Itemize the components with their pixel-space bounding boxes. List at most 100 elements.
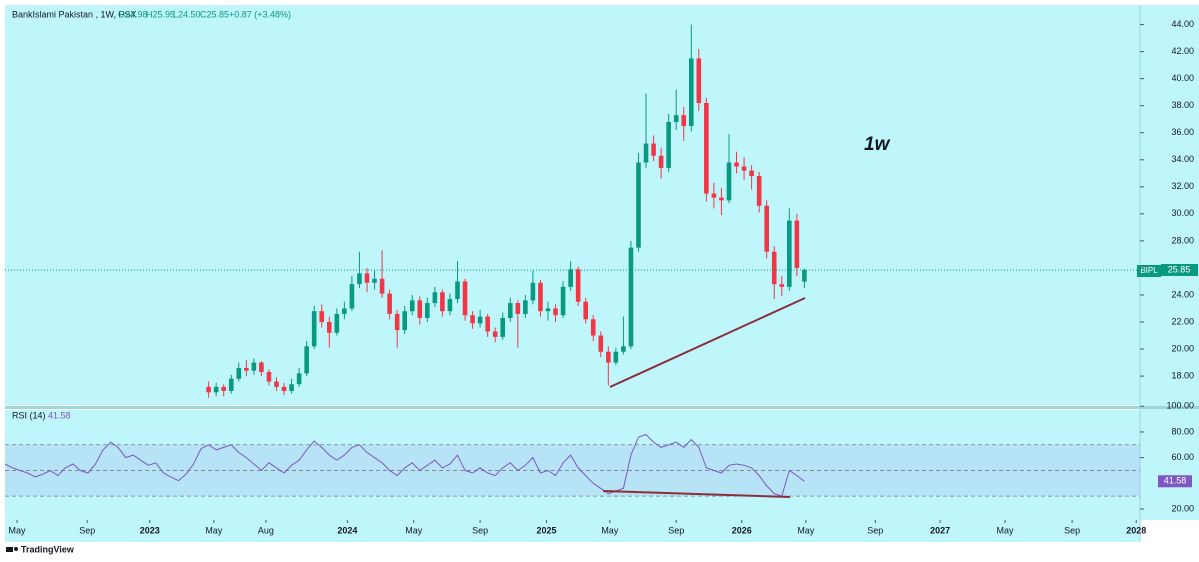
time-tick-label: 2027 bbox=[930, 525, 950, 535]
rsi-tick-label: 60.00 bbox=[1171, 452, 1194, 462]
time-tick-label: May bbox=[996, 525, 1014, 535]
candle-body bbox=[387, 293, 392, 314]
candle-body bbox=[425, 303, 430, 318]
candle-body bbox=[719, 197, 724, 201]
candle-body bbox=[711, 193, 717, 198]
time-tick-label: May bbox=[601, 525, 619, 535]
price-tick-label: 38.00 bbox=[1171, 100, 1194, 110]
price-tick-label: 44.00 bbox=[1171, 19, 1194, 29]
time-tick-label: Sep bbox=[472, 525, 488, 535]
candle-body bbox=[447, 299, 453, 312]
price-plot bbox=[5, 24, 1140, 398]
candle-body bbox=[507, 303, 513, 318]
candle-body bbox=[560, 286, 566, 316]
candle-body bbox=[756, 176, 762, 206]
candle-body bbox=[779, 284, 785, 287]
candle-body bbox=[402, 311, 408, 331]
candle-body bbox=[688, 58, 694, 126]
candle-body bbox=[304, 346, 309, 374]
time-tick-label: Sep bbox=[867, 525, 883, 535]
price-tick-label: 18.00 bbox=[1171, 370, 1194, 380]
rsi-line bbox=[5, 433, 805, 497]
candle-body bbox=[590, 319, 596, 336]
candle-body bbox=[281, 386, 287, 391]
candle-body bbox=[228, 378, 234, 391]
candle-body bbox=[749, 170, 754, 177]
candle-body bbox=[628, 247, 634, 347]
time-tick-label: Sep bbox=[1064, 525, 1080, 535]
candle-body bbox=[477, 316, 483, 324]
candle-body bbox=[613, 351, 619, 363]
ohlc-close: C25.85 bbox=[200, 9, 229, 19]
price-tick-label: 40.00 bbox=[1171, 73, 1194, 83]
candle-body bbox=[236, 367, 242, 379]
time-tick-label: Aug bbox=[258, 525, 274, 535]
rsi-last: 41.58 bbox=[1164, 476, 1187, 486]
time-tick-label: May bbox=[405, 525, 423, 535]
ohlc-high: H25.95 bbox=[146, 9, 175, 19]
time-tick-label: Sep bbox=[79, 525, 95, 535]
candle-body bbox=[311, 311, 317, 347]
ohlc-low: L24.50 bbox=[173, 9, 201, 19]
candle-body bbox=[206, 386, 211, 393]
candle-body bbox=[704, 103, 709, 194]
price-tick-label: 42.00 bbox=[1171, 46, 1194, 56]
candle-body bbox=[538, 282, 543, 312]
candle-body bbox=[432, 292, 438, 304]
candle-body bbox=[470, 315, 475, 324]
time-tick-label: May bbox=[9, 525, 27, 535]
candle-body bbox=[394, 313, 400, 331]
last-price-tag bbox=[1161, 263, 1198, 276]
candle-body bbox=[666, 121, 671, 168]
rsi-pane bbox=[5, 410, 1140, 520]
candle-body bbox=[545, 308, 551, 312]
symbol: BankIslami Pakistan , 1W, PSX bbox=[12, 9, 137, 19]
price-tick-label: 20.00 bbox=[1171, 343, 1194, 353]
brand: TradingView bbox=[21, 544, 75, 554]
brand-logo bbox=[6, 547, 18, 552]
time-tick-label: 2025 bbox=[536, 525, 556, 535]
candle-body bbox=[500, 317, 506, 337]
price-tick-label: 30.00 bbox=[1171, 208, 1194, 218]
candle-body bbox=[326, 321, 332, 333]
price-pane bbox=[5, 5, 1140, 405]
candle-body bbox=[673, 115, 679, 122]
rsi-tick-label: 80.00 bbox=[1171, 426, 1194, 436]
candle-body bbox=[515, 303, 521, 314]
candle-body bbox=[296, 373, 302, 385]
candle-body bbox=[523, 300, 528, 314]
candle-body bbox=[462, 281, 468, 316]
candle-body bbox=[244, 367, 249, 371]
rsi-value: 41.58 bbox=[48, 410, 71, 420]
price-tick-label: 32.00 bbox=[1171, 181, 1194, 191]
candle-body bbox=[794, 220, 800, 268]
price-axis bbox=[1140, 5, 1199, 520]
time-tick-label: May bbox=[205, 525, 223, 535]
candle-body bbox=[658, 155, 664, 168]
candle-body bbox=[583, 301, 588, 320]
candle-body bbox=[221, 386, 227, 391]
candle-body bbox=[251, 362, 257, 371]
candle-body bbox=[606, 351, 611, 363]
candle-body bbox=[364, 273, 370, 283]
candle-body bbox=[379, 278, 385, 294]
price-tick-label: 36.00 bbox=[1171, 127, 1194, 137]
time-tick-label: 2028 bbox=[1126, 525, 1146, 535]
time-tick-label: Sep bbox=[668, 525, 684, 535]
candle-body bbox=[455, 281, 460, 300]
time-tick-label: May bbox=[797, 525, 815, 535]
ticker: BIPL bbox=[1140, 266, 1158, 275]
candle-body bbox=[651, 143, 656, 156]
candle-body bbox=[357, 273, 362, 285]
change: +0.87 (+3.48%) bbox=[229, 9, 291, 19]
candle-body bbox=[530, 282, 536, 301]
candle-body bbox=[787, 220, 792, 287]
candle-body bbox=[726, 162, 732, 201]
rsi-tick-label: 100.00 bbox=[1166, 401, 1194, 411]
rsi-tick-label: 20.00 bbox=[1171, 503, 1194, 513]
time-axis bbox=[5, 520, 1140, 542]
candle-body bbox=[764, 205, 769, 252]
time-tick-label: 2024 bbox=[337, 525, 357, 535]
candle-body bbox=[643, 143, 649, 163]
